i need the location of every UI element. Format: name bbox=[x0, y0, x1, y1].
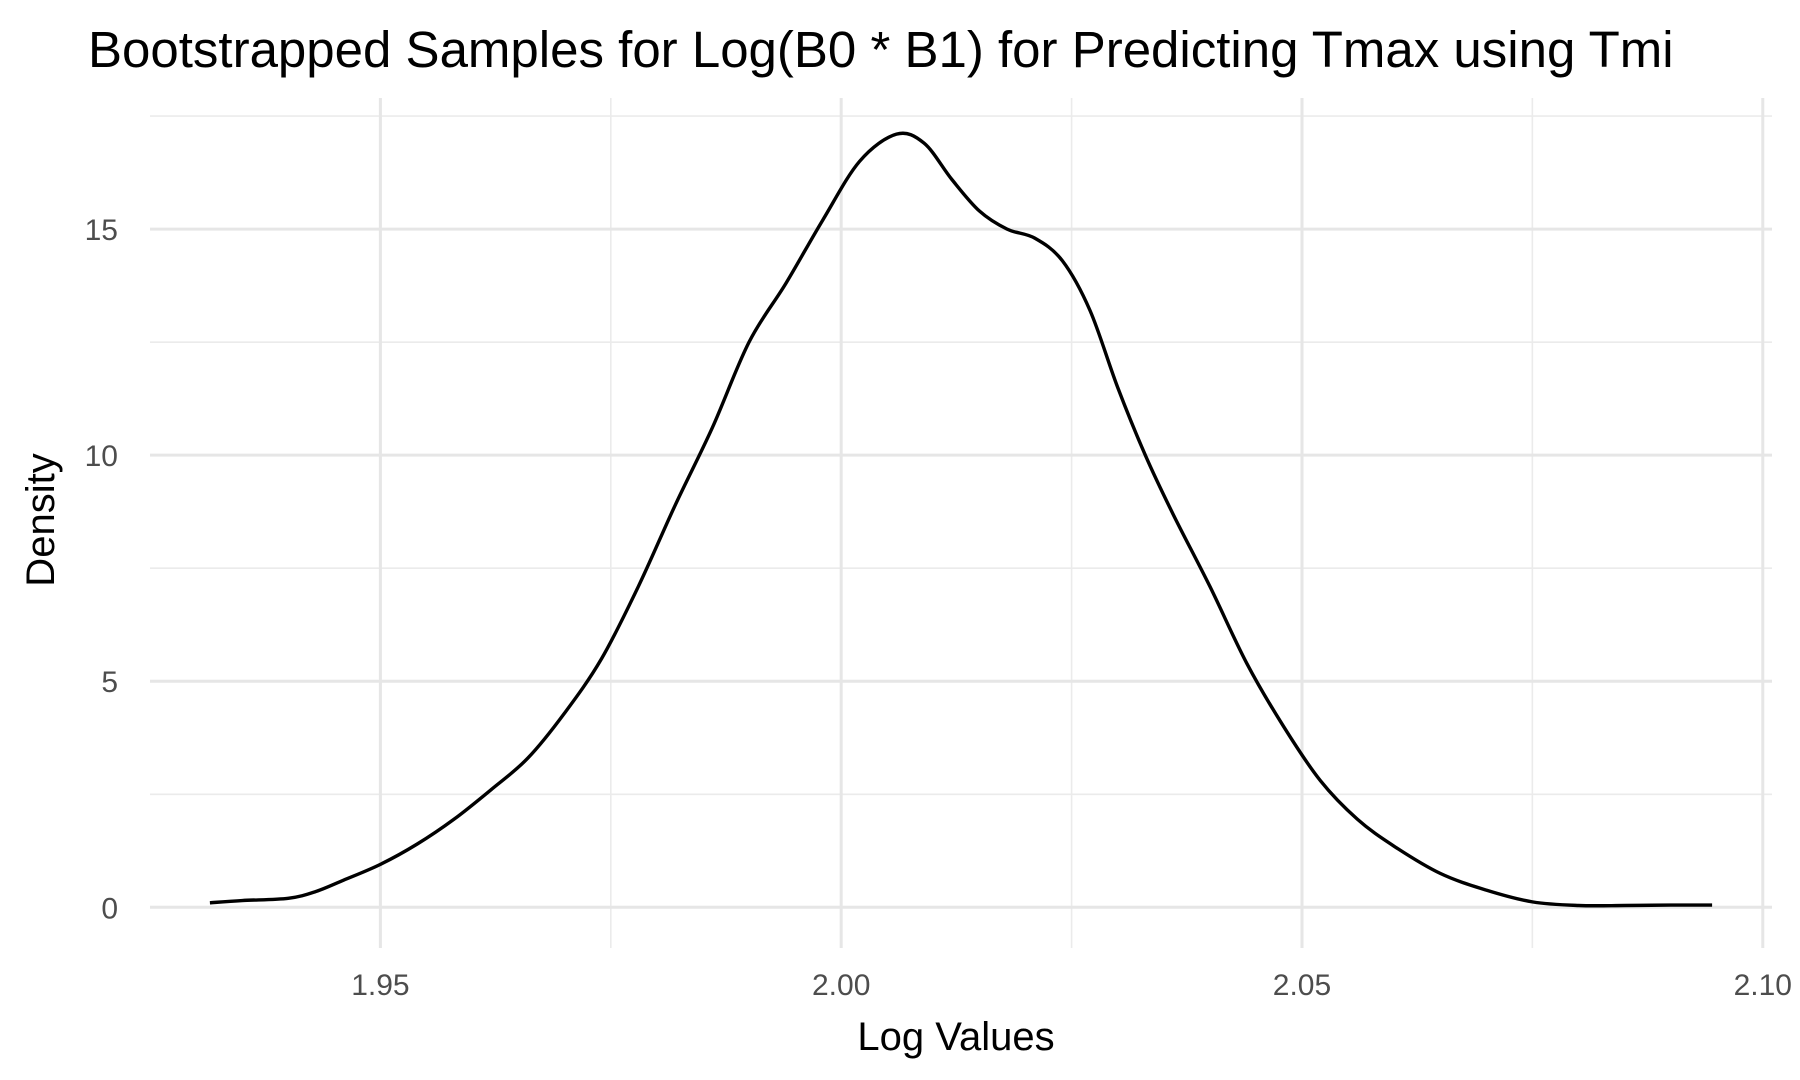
y-tick-label: 0 bbox=[101, 892, 118, 925]
y-tick-label: 15 bbox=[85, 214, 118, 247]
x-tick-label: 2.10 bbox=[1734, 969, 1792, 1002]
series-layer bbox=[209, 131, 1713, 908]
x-tick-labels: 1.95 2.00 2.05 2.10 bbox=[351, 969, 1792, 1002]
y-tick-label: 5 bbox=[101, 666, 118, 699]
x-axis-title: Log Values bbox=[857, 1015, 1054, 1059]
y-tick-label: 10 bbox=[85, 440, 118, 473]
density-curve bbox=[209, 131, 1713, 908]
major-gridlines bbox=[150, 98, 1772, 948]
x-tick-label: 1.95 bbox=[351, 969, 409, 1002]
x-tick-label: 2.05 bbox=[1273, 969, 1331, 1002]
minor-gridlines bbox=[150, 98, 1772, 948]
y-axis-title: Density bbox=[19, 453, 63, 586]
chart-title: Bootstrapped Samples for Log(B0 * B1) fo… bbox=[88, 21, 1674, 78]
y-tick-labels: 0 5 10 15 bbox=[85, 214, 118, 925]
x-tick-label: 2.00 bbox=[812, 969, 870, 1002]
